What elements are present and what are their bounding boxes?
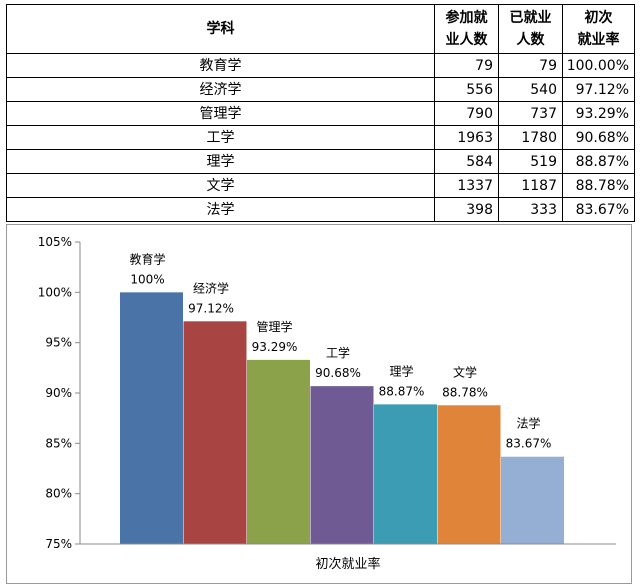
cell-employed: 1780 [498, 125, 563, 150]
cell-subject: 理学 [6, 149, 435, 174]
y-tick-label: 105% [38, 235, 72, 249]
bar-5 [374, 404, 437, 544]
cell-rate: 88.87% [562, 149, 635, 174]
cell-employed: 79 [498, 53, 563, 78]
header-line: 初次 [584, 10, 613, 26]
y-tick-label: 75% [45, 537, 72, 551]
table-row: 文学 1337 1187 88.78% [6, 173, 635, 198]
employment-table: 学科 参加就 业人数 已就业 人数 初次 就业率 教育学 79 79 100.0… [6, 4, 635, 222]
header-participants: 参加就 业人数 [434, 4, 499, 54]
bar-value-label: 93.29% [252, 340, 298, 354]
header-subject: 学科 [6, 4, 435, 54]
bar-category-label: 工学 [326, 345, 350, 360]
cell-rate: 90.68% [562, 125, 635, 150]
y-tick-label: 80% [45, 487, 72, 501]
header-line: 人数 [516, 32, 545, 48]
table-row: 法学 398 333 83.67% [6, 197, 635, 222]
bar-value-label: 88.87% [379, 384, 425, 398]
cell-participants: 398 [434, 197, 499, 222]
cell-rate: 100.00% [562, 53, 635, 78]
cell-participants: 1963 [434, 125, 499, 150]
bar-value-label: 83.67% [506, 437, 552, 451]
bar-7 [501, 456, 564, 544]
bar-3 [247, 359, 310, 544]
cell-employed: 333 [498, 197, 563, 222]
cell-rate: 88.78% [562, 173, 635, 198]
cell-subject: 经济学 [6, 77, 435, 102]
table-row: 经济学 556 540 97.12% [6, 77, 635, 102]
cell-rate: 97.12% [562, 77, 635, 102]
header-line: 学科 [206, 21, 235, 37]
cell-subject: 教育学 [6, 53, 435, 78]
table-header-row: 学科 参加就 业人数 已就业 人数 初次 就业率 [6, 4, 635, 54]
employment-rate-chart: 75% 80% 85% 90% 95% 100% 105% 教育学 100% 经济学 97.12% 管… [38, 235, 616, 572]
y-tick-label: 90% [45, 386, 72, 400]
table-row: 理学 584 519 88.87% [6, 149, 635, 174]
bar-category-label: 法学 [516, 416, 540, 431]
cell-rate: 93.29% [562, 101, 635, 126]
header-line: 已就业 [509, 10, 552, 26]
bar-value-label: 90.68% [315, 366, 361, 380]
table-row: 教育学 79 79 100.00% [6, 53, 635, 78]
cell-employed: 737 [498, 101, 563, 126]
bar-4 [310, 386, 374, 544]
cell-participants: 1337 [434, 173, 499, 198]
bar-value-label: 100% [130, 272, 164, 286]
header-rate: 初次 就业率 [562, 4, 635, 54]
bar-category-label: 教育学 [129, 251, 165, 266]
bar-category-label: 管理学 [256, 319, 292, 334]
cell-subject: 文学 [6, 173, 435, 198]
cell-subject: 法学 [6, 197, 435, 222]
chart-frame [6, 224, 632, 584]
header-line: 参加就 [445, 10, 488, 26]
cell-participants: 556 [434, 77, 499, 102]
header-line: 就业率 [577, 32, 620, 48]
cell-employed: 1187 [498, 173, 563, 198]
bar-2 [183, 321, 247, 544]
y-tick-label: 100% [38, 285, 72, 299]
x-axis-title: 初次就业率 [315, 556, 380, 572]
bar-category-label: 理学 [389, 363, 413, 378]
header-line: 业人数 [445, 32, 488, 48]
cell-subject: 工学 [6, 125, 435, 150]
table-row: 工学 1963 1780 90.68% [6, 125, 635, 150]
bar-value-label: 88.78% [442, 385, 488, 399]
cell-participants: 584 [434, 149, 499, 174]
cell-participants: 79 [434, 53, 499, 78]
table-row: 管理学 790 737 93.29% [6, 101, 635, 126]
bar-6 [437, 405, 501, 544]
header-employed: 已就业 人数 [498, 4, 563, 54]
bar-value-label: 97.12% [188, 301, 234, 315]
y-tick-label: 95% [45, 336, 72, 350]
cell-subject: 管理学 [6, 101, 435, 126]
cell-employed: 540 [498, 77, 563, 102]
cell-participants: 790 [434, 101, 499, 126]
bar-category-label: 文学 [453, 364, 477, 379]
cell-rate: 83.67% [562, 197, 635, 222]
bar-1 [120, 292, 183, 544]
y-tick-label: 85% [45, 436, 72, 450]
cell-employed: 519 [498, 149, 563, 174]
bar-category-label: 经济学 [193, 280, 229, 295]
